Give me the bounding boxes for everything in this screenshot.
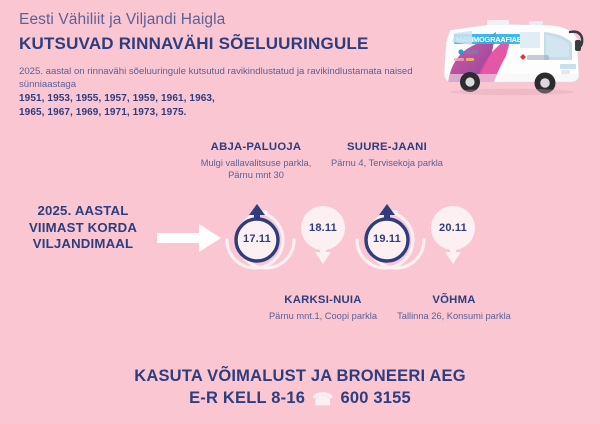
callout-line-1: 2025. AASTAL: [37, 203, 129, 218]
callout-line-2: VIIMAST KORDA: [28, 219, 138, 235]
timeline-label-3-address: Pärnu 4, Tervisekoja parkla: [331, 158, 443, 168]
timeline-pin-1[interactable]: 17.11: [228, 202, 286, 264]
timeline-label-2-address: Pärnu mnt.1, Coopi parkla: [268, 311, 377, 321]
timeline-label-4: VÕHMA Tallinna 26, Konsumi parkla: [391, 293, 517, 323]
timeline-pin-3[interactable]: 19.11: [358, 202, 416, 264]
header-subtitle: Eesti Vähiliit ja Viljandi Haigla: [19, 11, 226, 28]
header-title: KUTSUVAD RINNAVÄHI SÕELUURINGULE: [19, 34, 369, 53]
timeline-label-1-address: Mulgi vallavalitsuse parkla, Pärnu mnt 3…: [200, 158, 312, 180]
birth-years-line-2: 1965, 1967, 1969, 1971, 1973, 1975.: [19, 107, 187, 119]
timeline-pin-2[interactable]: 18.11: [294, 206, 352, 268]
timeline-pin-1-date: 17.11: [243, 233, 271, 245]
timeline-label-4-city: VÕHMA: [432, 294, 476, 306]
right-arrow-icon: [157, 222, 223, 254]
bus-illustration: MAMMOGRAAFIABUSS: [443, 20, 584, 96]
timeline-pin-2-date: 18.11: [309, 222, 337, 234]
callout-text: 2025. AASTAL VIIMAST KORDA VILJANDIMAAL: [12, 203, 154, 253]
timeline-pin-3-date: 19.11: [373, 233, 401, 245]
footer-contact-row: E-R KELL 8-16 ☎ 600 3155: [0, 388, 600, 409]
mammography-bus-image: MAMMOGRAAFIABUSS: [432, 12, 592, 104]
timeline-label-4-address: Tallinna 26, Konsumi parkla: [397, 311, 511, 321]
timeline-label-1-city: ABJA-PALUOJA: [210, 141, 302, 153]
footer-phone-number[interactable]: 600 3155: [340, 389, 411, 407]
footer-hours: E-R KELL 8-16: [189, 389, 306, 407]
svg-text:MAMMOGRAAFIABUSS: MAMMOGRAAFIABUSS: [456, 35, 537, 44]
telephone-icon: ☎: [312, 390, 334, 409]
timeline-pin-4[interactable]: 20.11: [424, 206, 482, 268]
timeline-label-1: ABJA-PALUOJA Mulgi vallavalitsuse parkla…: [193, 140, 319, 181]
timeline: 17.11 ABJA-PALUOJA Mulgi vallavalitsuse …: [195, 140, 590, 355]
timeline-label-2: KARKSI-NUIA Pärnu mnt.1, Coopi parkla: [257, 293, 389, 323]
birth-years-line-1: 1951, 1953, 1955, 1957, 1959, 1961, 1963…: [19, 93, 215, 105]
timeline-pin-4-date: 20.11: [439, 222, 467, 234]
timeline-label-3: SUURE-JAANI Pärnu 4, Tervisekoja parkla: [324, 140, 450, 170]
timeline-label-3-city: SUURE-JAANI: [347, 141, 427, 153]
header-description: 2025. aastal on rinnavähi sõeluuringule …: [19, 66, 413, 90]
footer-block: KASUTA VÕIMALUST JA BRONEERI AEG E-R KEL…: [0, 366, 600, 409]
footer-cta: KASUTA VÕIMALUST JA BRONEERI AEG: [134, 367, 466, 385]
callout-line-3: VILJANDIMAAL: [32, 236, 134, 251]
header-block: Eesti Vähiliit ja Viljandi Haigla KUTSUV…: [19, 10, 439, 120]
timeline-label-2-city: KARKSI-NUIA: [284, 294, 362, 306]
